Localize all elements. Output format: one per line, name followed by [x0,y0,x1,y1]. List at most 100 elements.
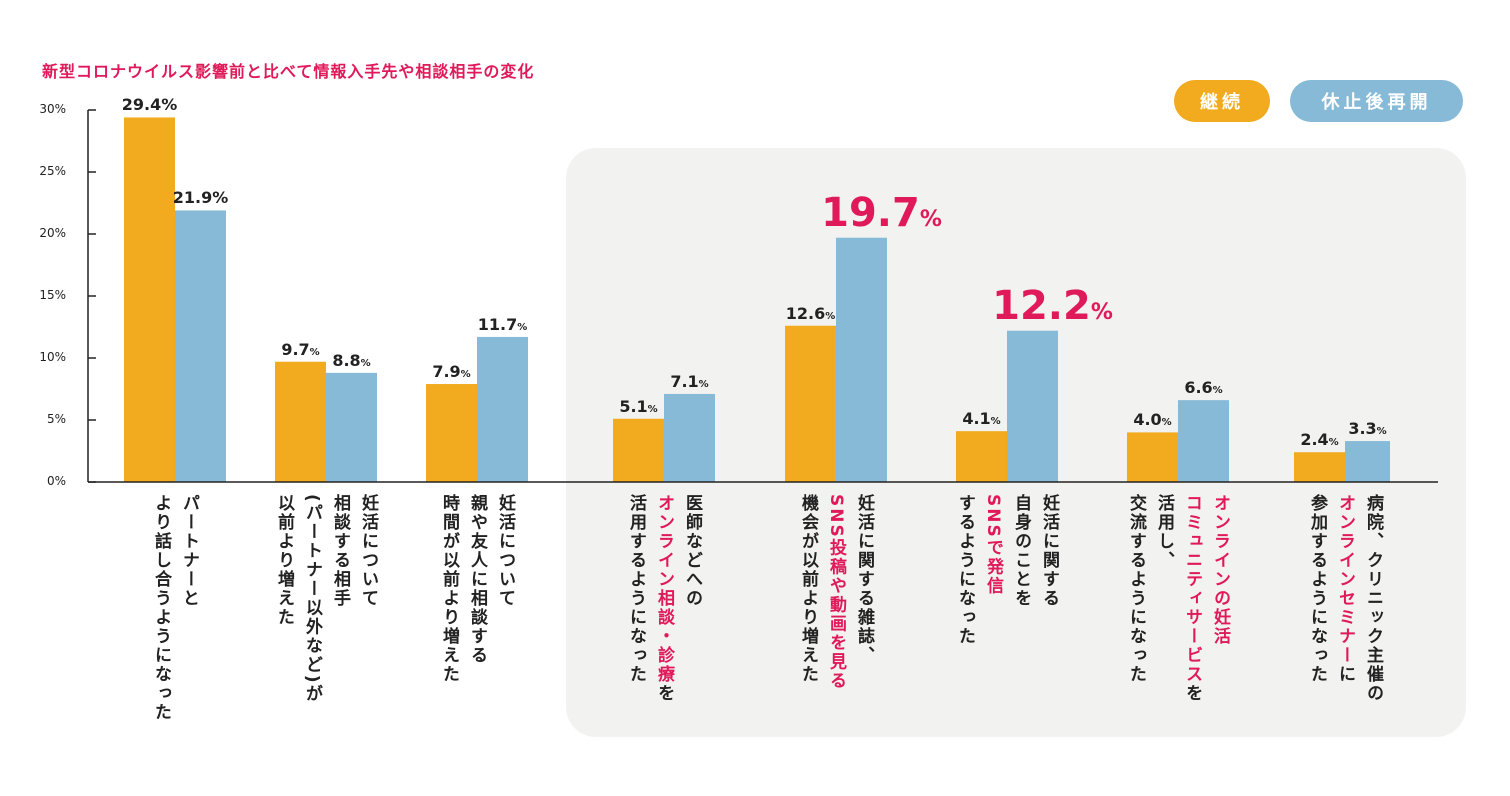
data-label-value: 21.9 [172,188,213,208]
y-tick-label: 15% [39,288,66,302]
data-label: 12.2% [992,283,1113,329]
data-label-value: 29.4 [121,95,162,115]
data-label: 6.6% [1184,378,1222,397]
category-label-line: 交流するようになった [1122,494,1150,703]
bar-resumed [1178,400,1229,482]
percent-sign: % [698,378,709,390]
highlighted-text: オンラインの妊活 [1210,494,1230,646]
category-label-line: SNSで発信 [979,494,1007,646]
percent-sign: % [1212,385,1223,397]
category-label-line: オンライン相談・診療を [650,494,678,703]
y-tick-label: 20% [39,226,66,240]
label-text: に [1335,665,1355,684]
data-label-value: 12.6 [785,303,826,323]
label-text: 親や友人に相談する [467,494,487,665]
category-label-line: 妊活について [354,494,382,704]
category-label: 妊活に関する雑誌、 SNS投稿や動画を見る 機会が以前より増えた [794,494,878,691]
label-text: 医師などへの [682,494,702,608]
percent-sign: % [309,346,320,358]
category-label: 医師などへの オンライン相談・診療を 活用するようになった [622,494,706,703]
bar-resumed [664,393,715,482]
data-label-value: 3.3 [1348,419,1377,439]
percent-sign: % [1161,417,1172,429]
label-text: 妊活について [495,494,515,608]
category-label: 妊活に関する 自身のことを SNSで発信 するようになった [951,494,1063,646]
category-label-line: (パートナー以外など)が [298,494,326,704]
category-label: 病院、クリニック主催の オンラインセミナーに 参加するようになった [1303,494,1387,703]
label-text: 妊活に関する雑誌、 [854,494,874,665]
label-text: 参加するようになった [1307,494,1327,684]
percent-sign: % [1376,426,1387,438]
percent-sign: % [460,369,471,381]
bar-resumed [326,372,377,482]
category-label-line: 自身のことを [1007,494,1035,646]
data-label-value: 12.2 [992,282,1091,329]
data-label: 21.9% [173,188,229,207]
percent-sign: % [212,188,229,208]
data-label: 29.4% [122,95,178,114]
category-label-line: 活用するようになった [622,494,650,703]
highlighted-text: オンライン相談・診療 [654,494,674,684]
label-text: 時間が以前より増えた [439,494,459,684]
category-label-line: 時間が以前より増えた [435,494,463,684]
data-label-value: 2.4 [1300,430,1329,450]
bar-continue [785,325,836,482]
category-label: 妊活について 相談する相手 (パートナー以外など)が 以前より増えた [270,494,382,704]
label-text: より話し合うようになった [151,494,171,722]
y-tick-label: 5% [46,412,66,426]
label-text: 相談する相手 [330,494,350,608]
bar-continue [613,418,664,482]
y-tick-label: 0% [46,474,66,488]
category-label-line: 妊活に関する [1035,494,1063,646]
data-label: 9.7% [281,340,319,359]
data-label-value: 19.7 [821,189,920,236]
percent-sign: % [517,321,528,333]
bar-resumed [836,237,887,482]
label-text: 活用するようになった [626,494,646,684]
data-label: 5.1% [619,397,657,416]
data-label: 8.8% [332,351,370,370]
category-label-line: オンラインセミナーに [1331,494,1359,703]
label-text: 以前より増えた [274,494,294,627]
percent-sign: % [990,416,1001,428]
category-label-line: するようになった [951,494,979,646]
data-label: 2.4% [1300,430,1338,449]
data-label-value: 9.7 [281,339,310,359]
data-label-value: 8.8 [332,350,361,370]
label-text: 病院、クリニック主催の [1363,494,1383,703]
data-label: 7.9% [432,362,470,381]
y-tick-label: 25% [39,164,66,178]
bar-continue [956,431,1007,482]
label-text: を [1182,684,1202,703]
data-label-value: 11.7 [477,314,518,334]
label-text: 妊活について [358,494,378,608]
highlighted-text: SNS投稿や動画を見る [826,494,846,691]
label-text: 自身のことを [1011,494,1031,608]
chart-title: 新型コロナウイルス影響前と比べて情報入手先や相談相手の変化 [42,62,535,81]
category-label-line: 妊活について [491,494,519,684]
data-label: 11.7% [478,315,528,334]
label-text: するようになった [955,494,975,646]
label-text: 交流するようになった [1126,494,1146,684]
data-label: 7.1% [670,372,708,391]
category-label-line: 以前より増えた [270,494,298,704]
bar-continue [124,117,175,482]
data-label: 4.1% [962,409,1000,428]
data-label-value: 7.1 [670,371,699,391]
percent-sign: % [1090,299,1113,325]
percent-sign: % [647,403,658,415]
data-label-value: 4.0 [1133,410,1162,430]
data-label: 12.6% [786,304,836,323]
data-label-value: 5.1 [619,396,648,416]
label-text: 妊活に関する [1039,494,1059,608]
label-text: パートナーと [179,494,199,608]
legend-resumed: 休止後再開 [1290,80,1463,122]
label-text: 機会が以前より増えた [798,494,818,684]
bar-resumed [175,210,226,482]
category-label-line: 妊活に関する雑誌、 [850,494,878,691]
bar-continue [426,384,477,482]
percent-sign: % [825,310,836,322]
category-label-line: 参加するようになった [1303,494,1331,703]
